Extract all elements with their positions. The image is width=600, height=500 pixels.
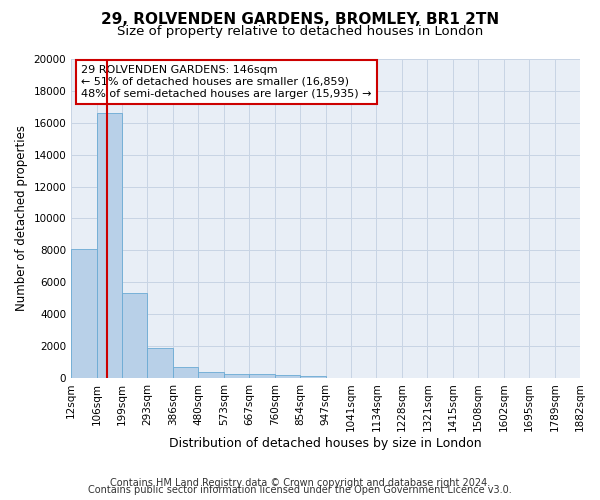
Text: Contains public sector information licensed under the Open Government Licence v3: Contains public sector information licen… bbox=[88, 485, 512, 495]
X-axis label: Distribution of detached houses by size in London: Distribution of detached houses by size … bbox=[169, 437, 482, 450]
Y-axis label: Number of detached properties: Number of detached properties bbox=[15, 126, 28, 312]
Bar bbox=[300, 376, 326, 378]
Bar bbox=[122, 294, 148, 378]
Text: Size of property relative to detached houses in London: Size of property relative to detached ho… bbox=[117, 25, 483, 38]
Bar bbox=[249, 374, 275, 378]
Bar bbox=[275, 375, 300, 378]
Bar bbox=[173, 367, 199, 378]
Bar bbox=[97, 113, 122, 378]
Text: 29, ROLVENDEN GARDENS, BROMLEY, BR1 2TN: 29, ROLVENDEN GARDENS, BROMLEY, BR1 2TN bbox=[101, 12, 499, 28]
Text: 29 ROLVENDEN GARDENS: 146sqm
← 51% of detached houses are smaller (16,859)
48% o: 29 ROLVENDEN GARDENS: 146sqm ← 51% of de… bbox=[82, 66, 372, 98]
Bar bbox=[199, 372, 224, 378]
Bar bbox=[71, 248, 97, 378]
Bar bbox=[224, 374, 249, 378]
Text: Contains HM Land Registry data © Crown copyright and database right 2024.: Contains HM Land Registry data © Crown c… bbox=[110, 478, 490, 488]
Bar bbox=[148, 348, 173, 378]
